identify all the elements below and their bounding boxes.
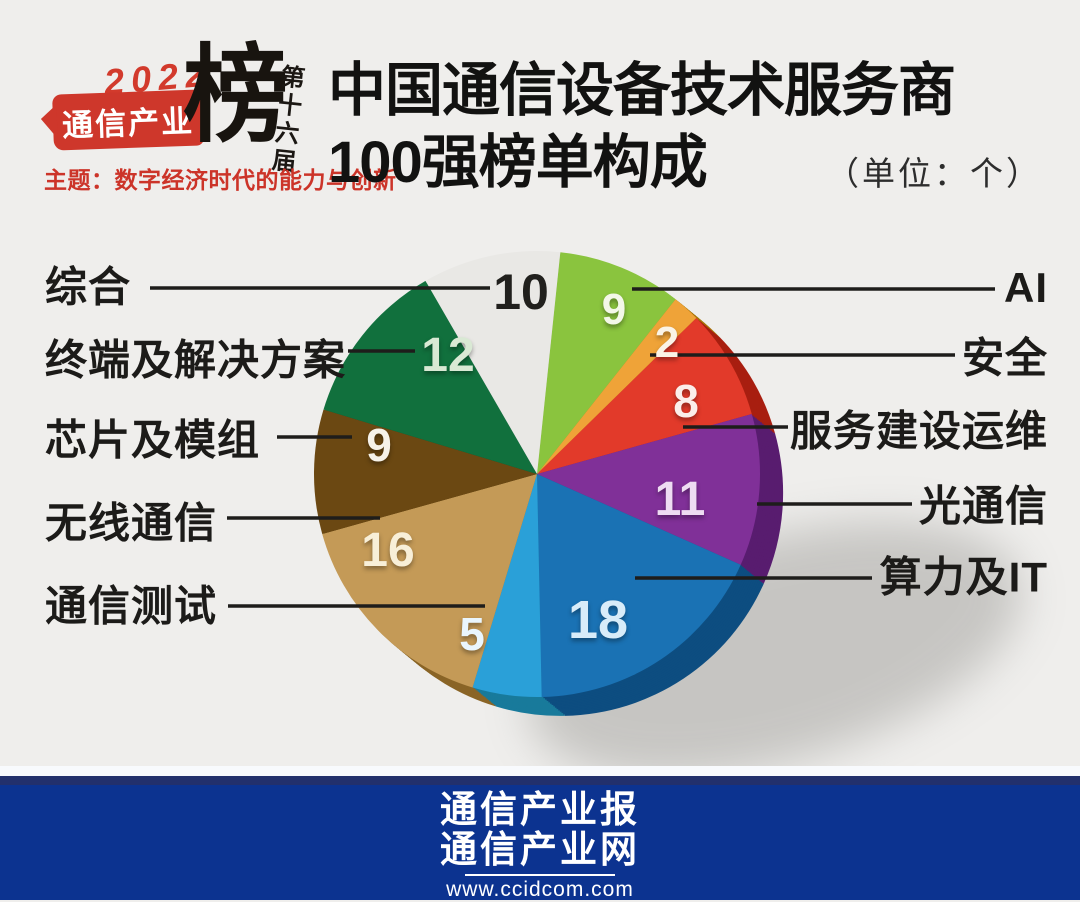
page-title-line1: 中国通信设备技术服务商 — [328, 58, 956, 123]
footer-url: www.ccidcom.com — [446, 878, 634, 901]
footer-top-stripe — [0, 776, 1080, 785]
pie-slice-2 — [537, 317, 752, 474]
logo-theme: 主题：数字经济时代的能力与创新 — [44, 167, 397, 193]
pie-slice-6 — [322, 474, 537, 688]
pie-slice-8 — [323, 280, 537, 474]
footer-brand-site: 通信产业网 — [440, 829, 640, 870]
pie-slice-0 — [537, 252, 676, 474]
pie-slice-9 — [425, 251, 561, 474]
prefooter-strip — [0, 766, 1080, 776]
pie-slice-7 — [314, 409, 537, 534]
pie-slice-5 — [472, 474, 542, 698]
pie-slices — [314, 251, 761, 698]
unit-note: （单位：个） — [826, 157, 1042, 193]
footer-divider — [465, 874, 615, 876]
pie-slice-1 — [537, 299, 697, 474]
pie-slice-3 — [537, 414, 761, 565]
footer-brand-paper: 通信产业报 — [440, 789, 640, 830]
logo-bang-character: 榜 — [183, 38, 289, 155]
page-title-line2: 100强榜单构成 — [328, 130, 708, 195]
page-title: 中国通信设备技术服务商 100强榜单构成 — [328, 55, 956, 199]
pie-slice-4 — [537, 474, 741, 697]
callout-lines — [150, 286, 995, 608]
footer: 通信产业报 通信产业网 www.ccidcom.com — [0, 776, 1080, 901]
